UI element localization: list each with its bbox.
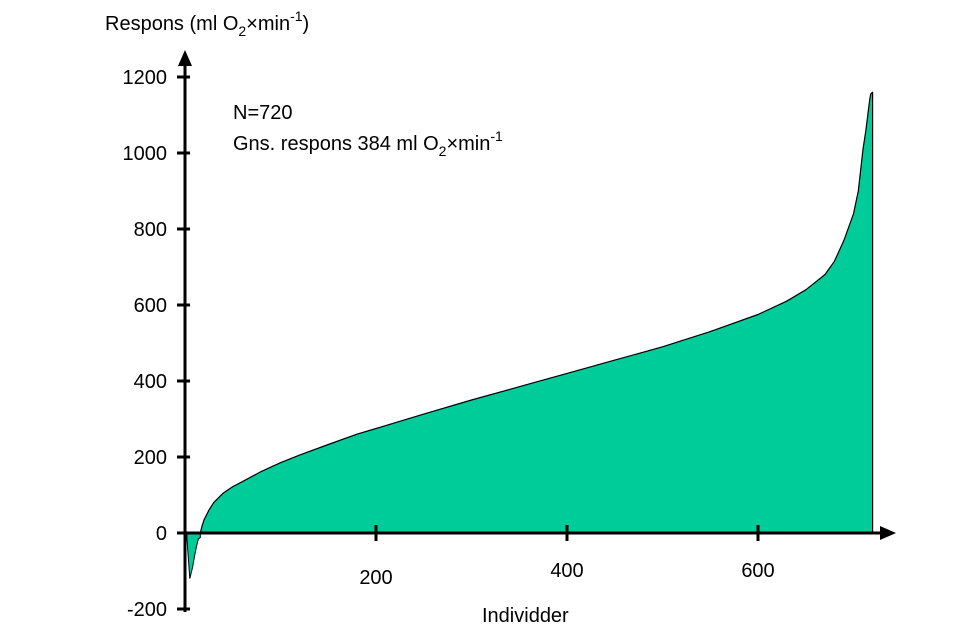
y-tick-label: 0 (156, 523, 167, 545)
response-area (199, 91, 874, 534)
negative-response-area (186, 532, 201, 579)
x-axis-arrow (880, 526, 896, 540)
y-tick-label: 400 (134, 371, 167, 393)
y-tick-label: -200 (127, 599, 167, 621)
sample-size-annotation: N=720 (233, 102, 293, 124)
y-tick-label: 200 (134, 447, 167, 469)
x-axis-title: Individder (482, 605, 569, 627)
y-tick-label: 800 (134, 219, 167, 241)
mean-response-annotation: Gns. respons 384 ml O2×min-1 (233, 128, 503, 159)
x-tick-label: 600 (741, 560, 774, 582)
plot-area: -200 0 200 400 600 800 1000 1200 200 400 600 (123, 50, 896, 621)
y-axis-arrow (178, 50, 192, 66)
y-tick-label: 1000 (123, 143, 168, 165)
y-tick-label: 1200 (123, 67, 168, 89)
y-tick-label: 600 (134, 295, 167, 317)
y-axis-title: Respons (ml O2×min-1) (105, 8, 309, 39)
x-tick-label: 400 (550, 560, 583, 582)
x-tick-label: 200 (359, 567, 392, 589)
